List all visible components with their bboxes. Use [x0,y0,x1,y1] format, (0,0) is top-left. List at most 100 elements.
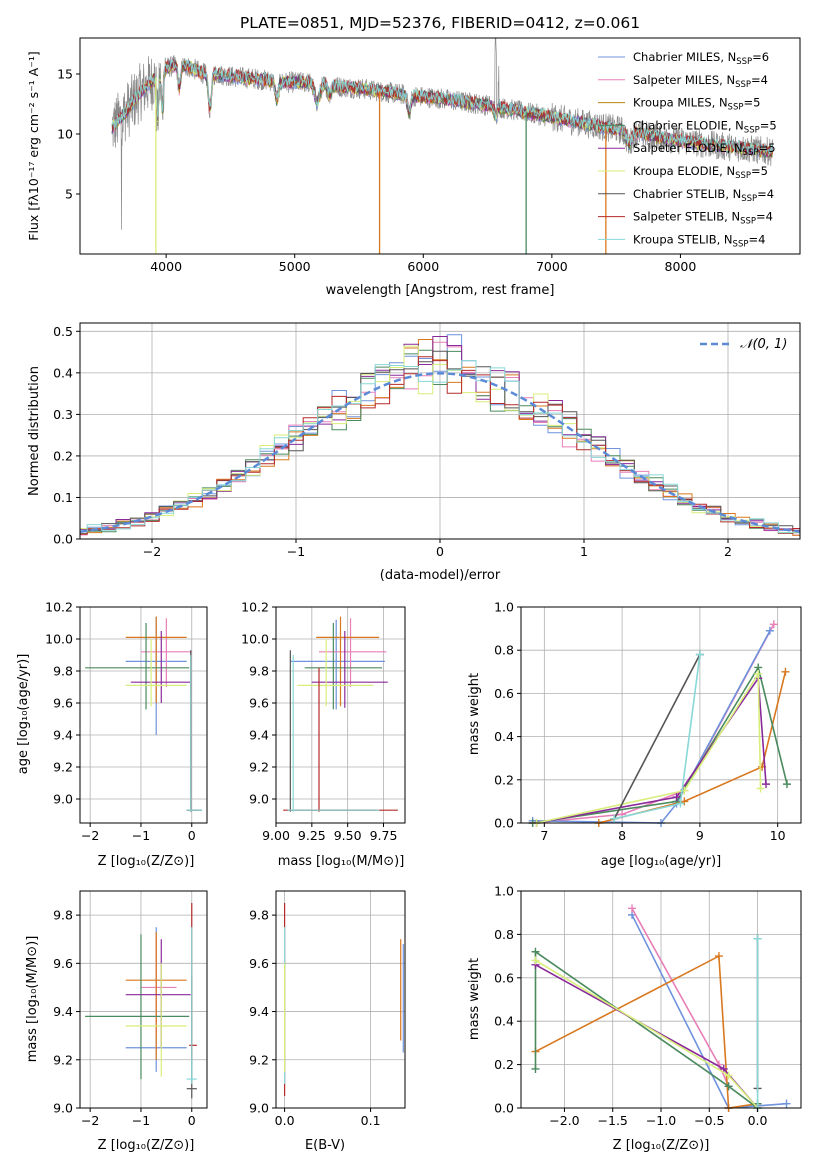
x-tick-label: 0.0 [748,1113,768,1128]
spectrum-panel: 4000 5000 6000 7000 8000 5 10 15 wavelength [An… [26,37,801,298]
grid [80,606,207,823]
age-vs-z-plot-area: −2 −1 0 9.0 9.2 9.4 9.6 9.8 10.0 10.2 [45,600,208,844]
weight-vs-age-panel: 7 8 9 10 0.0 0.2 0.4 0.6 0.8 1.0 age [log₁₀(age/y… [467,600,802,869]
y-tick-label: 9.4 [53,1004,73,1019]
ticks: 9.00 9.25 9.50 9.75 9.0 9.2 9.4 9.6 9.8 10.0 10.2 [241,600,397,844]
y-tick-label: 9.6 [53,696,73,711]
y-tick-label: 9.4 [249,1004,269,1019]
x-tick-label: 8 [618,828,626,843]
spectrum-plot-area: 4000 5000 6000 7000 8000 5 10 15 [57,37,801,275]
y-tick-label: 0.4 [494,1014,514,1029]
y-tick-label: 9.4 [249,728,269,743]
data-layer [85,616,202,812]
y-tick-label: 0.2 [494,772,514,787]
residuals-panel: −2 −1 0 1 2 0.0 0.1 0.2 0.3 0.4 0.5 (data-model)/e… [27,322,801,583]
y-tick-label: 10.2 [45,600,73,615]
legend-entry: Salpeter STELIB, NSSP=4 [633,210,773,227]
legend-entry: Salpeter MILES, NSSP=4 [633,73,768,90]
y-tick-label: 10.0 [241,632,269,647]
mass-vs-z-panel: −2 −1 0 9.0 9.2 9.4 9.6 9.8 Z [log₁₀(Z/Z⊙)] mas… [25,890,208,1153]
weight-marker [781,667,790,676]
data-layer [111,38,774,254]
axes-frame [275,606,406,824]
y-tick-label: 0.4 [53,365,73,380]
mass-vs-z-plot-area: −2 −1 0 9.0 9.2 9.4 9.6 9.8 [53,890,208,1128]
legend-nssp: =4 [756,210,773,224]
weight-marker [756,784,765,793]
x-tick-label: −1.5 [598,1113,628,1128]
ticks: 7 8 9 10 0.0 0.2 0.4 0.6 0.8 1.0 [494,600,786,844]
ticks: −2.0 −1.5 −1.0 −0.5 0.0 0.0 0.2 0.4 0.6 0.8 1.0 [494,884,767,1129]
legend-nssp: =5 [751,164,768,178]
legend-entry: Kroupa MILES, NSSP=5 [633,96,760,113]
y-tick-label: 5 [65,187,73,202]
normal-reference-curve [80,372,800,533]
y-tick-label: 9.0 [249,792,269,807]
weight-vs-z-ylabel: mass weight [467,958,482,1040]
weight-marker [762,780,770,789]
y-tick-label: 9.6 [249,956,269,971]
x-tick-label: −0.5 [694,1113,724,1128]
x-tick-label: −1 [132,1113,150,1128]
age-vs-z-ylabel: age [log₁₀(age/yr)] [16,654,31,775]
legend-nssp: =6 [752,50,769,64]
y-tick-label: 9.8 [249,908,269,923]
x-tick-label: 7 [540,828,548,843]
axes-frame [79,606,208,824]
weight-marker [782,1099,791,1108]
y-tick-label: 0.4 [494,729,514,744]
x-tick-label: 8000 [665,259,697,274]
weight-marker [695,650,704,659]
y-tick-label: 9.8 [249,664,269,679]
x-tick-label: 9 [696,828,704,843]
y-tick-label: 0.0 [53,532,73,547]
weight-marker [783,780,791,789]
y-tick-label: 0.8 [494,927,514,942]
x-tick-label: 7000 [536,259,568,274]
weight-marker [724,1082,733,1091]
legend-entry: Kroupa ELODIE, NSSP=5 [633,164,768,181]
age-vs-mass-panel: 9.00 9.25 9.50 9.759.09.29.49.69.810.010.2 … [241,600,406,869]
y-tick-label: 9.4 [53,728,73,743]
x-tick-label: 9.00 [262,828,290,843]
data-layer [528,620,791,827]
y-tick-label: 1.0 [494,600,514,615]
axes-frame [79,890,208,1109]
legend-subscript: SSP [744,125,760,135]
mass-vs-ebv-plot-area: 0.0 0.1 9.0 9.2 9.4 9.6 9.8 [249,890,406,1128]
x-tick-label: 5000 [279,259,311,274]
spectrum-xlabel: wavelength [Angstrom, rest frame] [326,283,555,298]
normal-legend-label: 𝒩(0, 1) [740,337,787,352]
legend-subscript: SSP [741,194,757,204]
y-tick-label: 9.8 [53,908,73,923]
legend-entry: Chabrier MILES, NSSP=6 [633,50,769,67]
weight-marker [765,626,774,635]
legend-subscript: SSP [728,103,744,113]
legend-nssp: =4 [748,232,765,246]
weight-marker [531,947,540,956]
grid [80,891,207,1109]
weight-marker [531,956,540,965]
y-tick-label: 10.0 [45,632,73,647]
mass-vs-ebv-panel: 0.0 0.1 9.0 9.2 9.4 9.6 9.8 E(B-V) [249,890,406,1153]
weight-vs-age-ylabel: mass weight [467,673,482,755]
residuals-xlabel: (data-model)/error [380,568,501,583]
y-tick-label: 9.6 [53,956,73,971]
weight-line-3 [532,665,788,824]
weight-marker [672,793,681,802]
grid [276,891,405,1109]
axes-frame [520,606,802,824]
weight-line-1 [631,908,730,1087]
mass-vs-z-xlabel: Z [log₁₀(Z/Z⊙)] [98,1138,195,1153]
ticks: 4000 5000 6000 7000 8000 5 10 15 [57,67,696,275]
ticks: −2 −1 0 9.0 9.2 9.4 9.6 9.8 10.0 10.2 [45,600,196,844]
legend-nssp: =5 [760,118,777,132]
y-tick-label: 10 [57,127,73,142]
residuals-legend: 𝒩(0, 1) [700,337,787,352]
y-tick-label: 0.0 [494,816,514,831]
legend-nssp: =5 [759,141,776,155]
ticks: −2 −1 0 1 2 0.0 0.1 0.2 0.3 0.4 0.5 [53,324,732,559]
legend-subscript: SSP [736,57,752,67]
x-tick-label: −2.0 [549,1113,579,1128]
